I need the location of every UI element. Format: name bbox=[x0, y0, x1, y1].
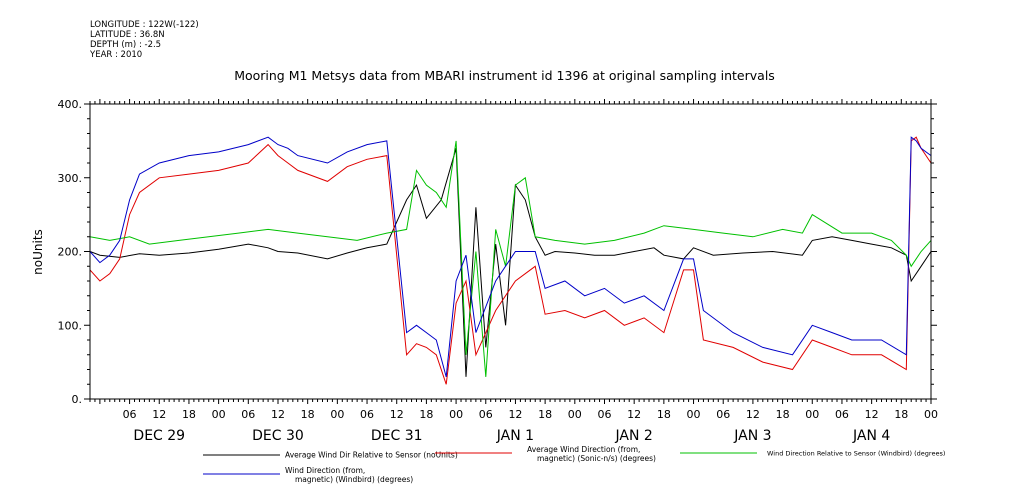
legend: Average Wind Dir Relative to Sensor (noU… bbox=[203, 445, 945, 484]
x-day-label: DEC 30 bbox=[252, 428, 304, 444]
x-hour-label: 18 bbox=[657, 408, 671, 421]
x-hour-label: 18 bbox=[419, 408, 433, 421]
x-hour-label: 18 bbox=[538, 408, 552, 421]
x-day-label: JAN 4 bbox=[852, 428, 890, 444]
x-hour-label: 06 bbox=[835, 408, 849, 421]
x-hour-label: 12 bbox=[627, 408, 641, 421]
y-tick-label: 400. bbox=[58, 98, 83, 111]
x-hour-label: 00 bbox=[805, 408, 819, 421]
year-text: YEAR : 2010 bbox=[90, 50, 143, 60]
series-line-1 bbox=[89, 148, 932, 377]
x-hour-label: 00 bbox=[924, 408, 938, 421]
x-hour-label: 18 bbox=[776, 408, 790, 421]
x-hour-label: 18 bbox=[182, 408, 196, 421]
x-day-label: DEC 29 bbox=[133, 428, 185, 444]
x-day-label: DEC 31 bbox=[371, 428, 423, 444]
legend-label-4: Wind Direction (from, bbox=[285, 466, 365, 475]
y-tick-label: 100. bbox=[58, 319, 83, 332]
x-hour-label: 06 bbox=[241, 408, 255, 421]
series-layer bbox=[89, 136, 932, 385]
series-line-3 bbox=[89, 140, 932, 377]
latitude-text: LATITUDE : 36.8N bbox=[90, 30, 165, 40]
axis-layer: 0. 100. 200. 300. 400. 06 12 18 00 06 12 18 00 06 12 18… bbox=[58, 98, 939, 444]
x-hour-label: 18 bbox=[894, 408, 908, 421]
x-hour-label: 00 bbox=[568, 408, 582, 421]
x-hour-label: 06 bbox=[716, 408, 730, 421]
x-hour-label: 00 bbox=[687, 408, 701, 421]
chart-title: Mooring M1 Metsys data from MBARI instru… bbox=[234, 68, 775, 83]
depth-text: DEPTH (m) : -2.5 bbox=[90, 40, 162, 50]
legend-label-2-line2: magnetic) (Sonic-n/s) (degrees) bbox=[537, 454, 656, 463]
x-hour-label: 00 bbox=[212, 408, 226, 421]
x-hour-label: 12 bbox=[152, 408, 166, 421]
x-hour-label: 12 bbox=[508, 408, 522, 421]
x-hour-label: 06 bbox=[360, 408, 374, 421]
x-day-label: JAN 2 bbox=[615, 428, 653, 444]
x-hour-label: 06 bbox=[597, 408, 611, 421]
x-hour-label: 12 bbox=[746, 408, 760, 421]
x-day-label: JAN 3 bbox=[733, 428, 771, 444]
x-day-label: JAN 1 bbox=[496, 428, 534, 444]
x-hour-label: 12 bbox=[390, 408, 404, 421]
x-hour-label: 00 bbox=[330, 408, 344, 421]
legend-label-4-line2: magnetic) (Windbird) (degrees) bbox=[295, 475, 413, 484]
metadata-block: LONGITUDE : 122W(-122) LATITUDE : 36.8N … bbox=[90, 20, 199, 60]
x-hour-label: 12 bbox=[865, 408, 879, 421]
y-tick-label: 200. bbox=[58, 246, 83, 259]
x-hour-label: 18 bbox=[301, 408, 315, 421]
y-axis-label: noUnits bbox=[31, 229, 45, 275]
series-line-4 bbox=[89, 136, 932, 378]
longitude-text: LONGITUDE : 122W(-122) bbox=[90, 20, 199, 30]
legend-label-3: Wind Direction Relative to Sensor (Windb… bbox=[767, 450, 945, 458]
x-hour-label: 12 bbox=[271, 408, 285, 421]
legend-label-2: Average Wind Direction (from, bbox=[527, 445, 640, 454]
x-hour-label: 06 bbox=[479, 408, 493, 421]
y-tick-label: 300. bbox=[58, 172, 83, 185]
legend-label-1: Average Wind Dir Relative to Sensor (noU… bbox=[285, 451, 458, 460]
x-hour-label: 00 bbox=[449, 408, 463, 421]
y-tick-label: 0. bbox=[72, 393, 83, 406]
x-hour-label: 06 bbox=[123, 408, 137, 421]
series-line-2 bbox=[89, 136, 932, 385]
